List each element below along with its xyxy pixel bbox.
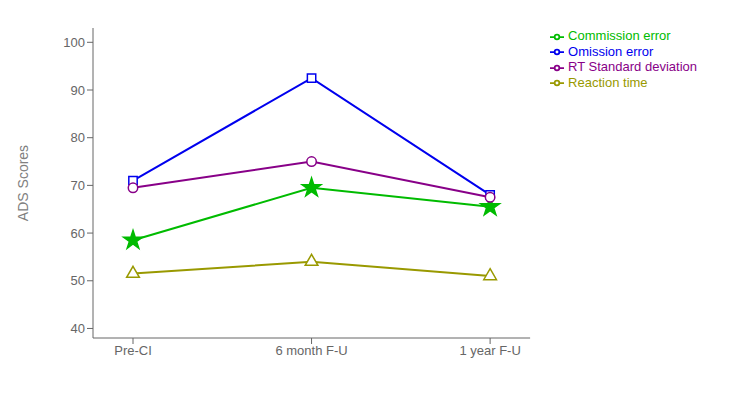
svg-text:80: 80: [71, 130, 85, 145]
svg-text:50: 50: [71, 273, 85, 288]
svg-text:40: 40: [71, 321, 85, 336]
svg-text:Pre-CI: Pre-CI: [114, 343, 152, 358]
svg-text:ADS Scores: ADS Scores: [15, 145, 31, 221]
svg-text:90: 90: [71, 83, 85, 98]
svg-text:70: 70: [71, 178, 85, 193]
svg-text:6 month F-U: 6 month F-U: [275, 343, 347, 358]
svg-text:60: 60: [71, 226, 85, 241]
svg-text:100: 100: [63, 35, 85, 50]
html-text:Reaction time: Reaction time: [568, 74, 648, 90]
html-text:Omission error: Omission error: [568, 43, 654, 59]
svg-text:1 year F-U: 1 year F-U: [459, 343, 520, 358]
html-text:RT Standard deviation: RT Standard deviation: [568, 59, 697, 75]
html-text:Commission error: Commission error: [568, 28, 671, 43]
